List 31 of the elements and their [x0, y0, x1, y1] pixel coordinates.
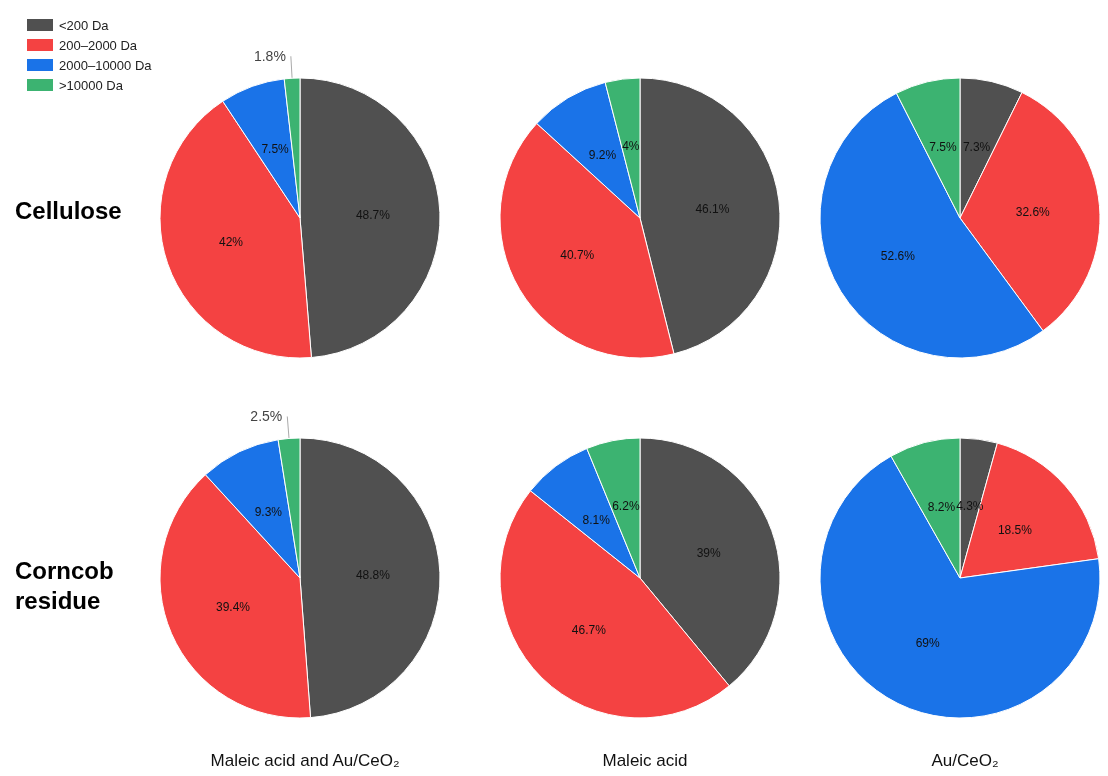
data-label: 32.6% [1015, 204, 1051, 219]
data-label: 8.1% [582, 512, 611, 527]
data-label: 42% [218, 234, 244, 249]
legend-label: 2000–10000 Da [59, 57, 153, 73]
data-label: 40.7% [560, 248, 595, 263]
text: Au/CeO₂ [931, 751, 999, 770]
data-label: 39% [696, 546, 722, 561]
data-label: 2.5% [250, 408, 283, 425]
legend-label: 200–2000 Da [59, 37, 138, 53]
text: Corncob residue [15, 556, 121, 614]
data-label: 4% [622, 138, 640, 153]
data-label: 7.5% [929, 140, 957, 155]
data-label: 39.4% [215, 599, 251, 614]
data-label: 8.2% [927, 500, 956, 515]
data-label: 48.7% [355, 208, 391, 223]
data-label: 46.7% [571, 623, 607, 638]
data-label: 69% [915, 636, 941, 651]
data-label: 48.8% [355, 568, 391, 583]
text: Cellulose [15, 196, 122, 224]
data-label: 7.5% [261, 142, 290, 157]
legend-label: <200 Da [59, 17, 110, 33]
data-label: 9.2% [588, 148, 617, 163]
legend-label: >10000 Da [59, 77, 124, 93]
text: Maleic acid and Au/CeO₂ [210, 751, 400, 770]
text: Maleic acid [602, 751, 688, 770]
data-label: 46.1% [695, 202, 730, 217]
data-label: 18.5% [997, 522, 1033, 537]
data-label: 7.3% [962, 139, 991, 154]
data-label: 1.8% [253, 48, 286, 65]
data-label: 52.6% [880, 249, 916, 264]
data-label: 9.3% [254, 505, 283, 520]
